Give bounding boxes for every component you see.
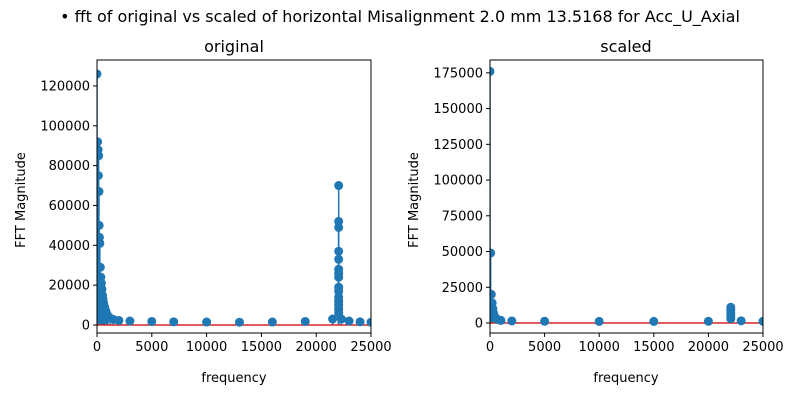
- y-tick-label: 100000: [40, 119, 90, 134]
- y-tick-label: 80000: [49, 159, 90, 174]
- stem-marker: [366, 317, 371, 327]
- stem-marker: [97, 171, 103, 181]
- y-tick-label: 0: [475, 316, 483, 331]
- chart-scaled-title: scaled: [600, 37, 651, 56]
- chart-scaled-ylabel: FFT Magnitude: [407, 152, 422, 248]
- chart-original: original 0 5000 10000 15000 20000 25000 0 20000…: [14, 37, 392, 386]
- y-tick-label: 40000: [49, 239, 90, 254]
- stem-marker: [169, 317, 179, 327]
- stem-marker: [540, 316, 550, 326]
- chart-original-plot: 0 5000 10000 15000 20000 25000 0 20000 40000 6000…: [40, 59, 392, 355]
- x-tick-label: 5000: [135, 340, 168, 355]
- chart-original-xlabel: frequency: [201, 371, 267, 386]
- y-tick-label: 125000: [433, 138, 483, 153]
- stem-marker: [334, 181, 344, 191]
- y-tick-label: 100000: [433, 174, 483, 189]
- x-tick-label: 25000: [742, 340, 783, 355]
- x-tick-label: 20000: [296, 340, 337, 355]
- axes-frame: [96, 59, 372, 334]
- y-tick-label: 150000: [433, 102, 483, 117]
- stem-marker: [267, 317, 277, 327]
- stem-marker: [490, 66, 495, 76]
- y-tick-label: 60000: [49, 199, 90, 214]
- x-tick-label: 0: [486, 340, 494, 355]
- x-tick-label: 15000: [241, 340, 282, 355]
- y-tick-label: 50000: [442, 245, 483, 260]
- stem-marker: [507, 316, 517, 326]
- chart-original-ylabel: FFT Magnitude: [14, 152, 29, 248]
- stem-marker: [334, 246, 344, 256]
- stem-marker: [649, 316, 659, 326]
- stem-marker: [334, 272, 344, 282]
- x-tick-label: 10000: [186, 340, 227, 355]
- y-tick-label: 75000: [442, 209, 483, 224]
- stem-marks: [490, 66, 763, 326]
- stem-marker: [490, 289, 496, 299]
- x-tick-label: 15000: [633, 340, 674, 355]
- stem-marks: [97, 69, 371, 327]
- chart-original-title: original: [204, 37, 264, 56]
- chart-scaled-plot: 0 5000 10000 15000 20000 25000 0 25000 50000 7500…: [433, 59, 784, 355]
- stem-marker: [97, 187, 104, 197]
- stem-marker: [202, 317, 212, 327]
- x-tick-label: 25000: [350, 340, 391, 355]
- stem-marker: [97, 220, 104, 230]
- stem-marker: [300, 316, 310, 326]
- stem-marker: [496, 315, 506, 325]
- stem-marker: [726, 314, 736, 324]
- stem-marker: [234, 317, 244, 327]
- stem-marker: [703, 316, 713, 326]
- x-tick-label: 0: [93, 340, 101, 355]
- stem-marker: [758, 316, 763, 326]
- stem-marker: [336, 314, 346, 324]
- axes-frame: [489, 59, 764, 334]
- figure-suptitle: • fft of original vs scaled of horizonta…: [60, 7, 740, 27]
- stem-marker: [490, 248, 496, 258]
- y-tick-label: 25000: [442, 281, 483, 296]
- stem-marker: [125, 316, 135, 326]
- y-tick-label: 20000: [49, 279, 90, 294]
- y-tick-label: 0: [82, 319, 90, 334]
- stem-marker: [355, 317, 365, 327]
- stem-marker: [344, 316, 354, 326]
- stem-marker: [97, 69, 102, 79]
- stem-marker: [334, 254, 344, 264]
- stem-marker: [114, 315, 124, 325]
- stem-marker: [97, 151, 104, 161]
- stem-marker: [147, 316, 157, 326]
- y-tick-label: 120000: [40, 79, 90, 94]
- y-tick-label: 175000: [433, 66, 483, 81]
- stem-marker: [328, 314, 338, 324]
- chart-scaled-xlabel: frequency: [593, 371, 659, 386]
- stem-marker: [97, 238, 105, 248]
- stem-marker: [736, 316, 746, 326]
- stem-marker: [594, 316, 604, 326]
- x-tick-label: 10000: [579, 340, 620, 355]
- stem-marker: [334, 222, 344, 232]
- x-tick-label: 20000: [688, 340, 729, 355]
- chart-scaled: scaled 0 5000 10000 15000 20000 25000 0 25000 50…: [407, 37, 784, 386]
- stem-marker: [97, 262, 105, 272]
- x-tick-label: 5000: [528, 340, 561, 355]
- stem-marker: [97, 137, 103, 147]
